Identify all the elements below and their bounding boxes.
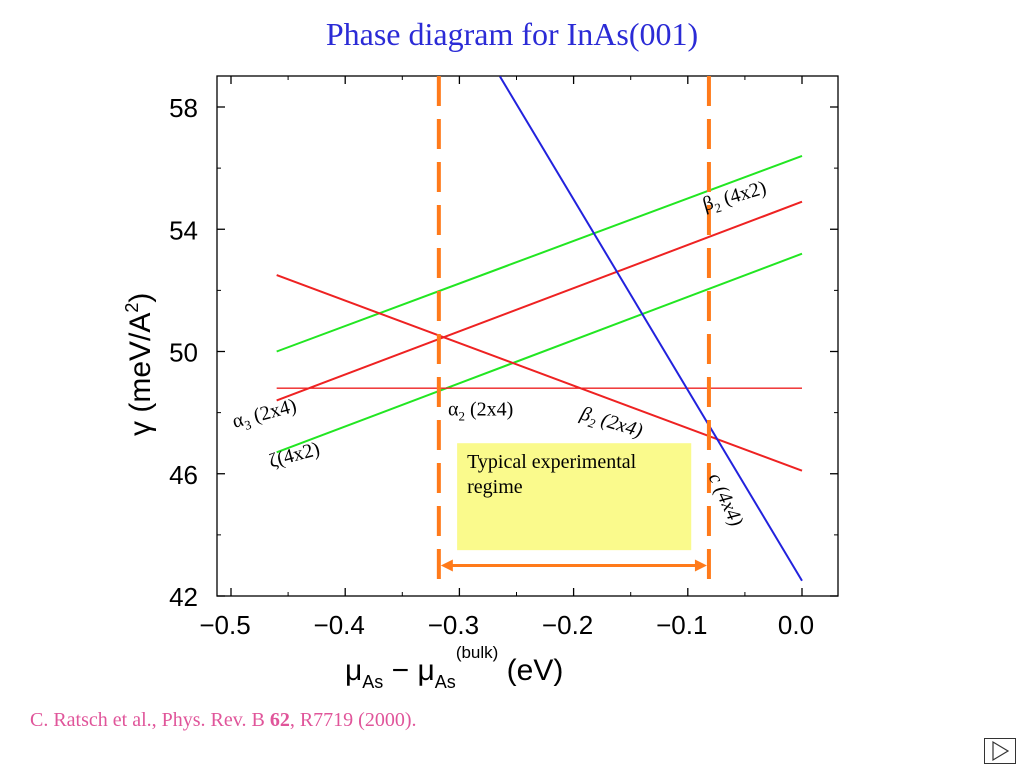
- red-series-line: [276, 274, 803, 472]
- regime-arrow-head-right: [694, 559, 707, 572]
- green-series-line: [276, 154, 803, 353]
- regime-label-line2: regime: [467, 476, 523, 498]
- x-tick-label: −0.2: [542, 610, 593, 640]
- regime-label-line1: Typical experimental: [467, 451, 637, 473]
- x-tick-label: −0.3: [428, 610, 479, 640]
- y-tick-label: 46: [169, 460, 198, 490]
- regime-arrow-head-left: [440, 559, 453, 572]
- red-series-line: [276, 200, 803, 402]
- blue-series-line: [499, 76, 803, 582]
- citation: C. Ratsch et al., Phys. Rev. B 62, R7719…: [30, 709, 416, 732]
- next-slide-button[interactable]: [984, 738, 1016, 764]
- y-tick-label: 58: [169, 93, 198, 123]
- y-tick-label: 42: [169, 582, 198, 612]
- x-tick-label: −0.1: [656, 610, 707, 640]
- phase-diagram-chart: −0.5 −0.4 −0.3 −0.2 −0.1 0.0 58 54 50 46 42 Typica…: [122, 75, 839, 692]
- axis-ticks-group: −0.5 −0.4 −0.3 −0.2 −0.1 0.0 58 54 50 46 42: [169, 76, 838, 640]
- slide-title: Phase diagram for InAs(001): [325, 16, 699, 52]
- regime-box: [457, 443, 692, 551]
- series-group: [276, 76, 803, 582]
- phase-label: α3 (2x4): [230, 395, 300, 436]
- y-axis-label: γ (meV/A2): [122, 293, 157, 436]
- y-tick-label: 54: [169, 215, 198, 245]
- green-series-line: [276, 252, 803, 454]
- phase-label: ζ(4x2): [267, 438, 323, 473]
- phase-label: α2 (2x4): [448, 399, 513, 424]
- play-forward-icon: [992, 740, 1010, 762]
- x-tick-label: 0.0: [778, 610, 814, 640]
- regime-annotation-group: Typical experimental regime: [440, 443, 707, 572]
- citation-suffix: , R7719 (2000).: [289, 709, 417, 731]
- citation-prefix: C. Ratsch et al., Phys. Rev. B: [30, 709, 270, 731]
- plot-frame-group: [216, 75, 839, 597]
- plot-frame: [216, 75, 839, 597]
- citation-volume: 62: [269, 709, 290, 731]
- x-tick-label: −0.5: [199, 610, 250, 640]
- x-axis-label: μAs − μAs(bulk) (eV): [345, 643, 563, 692]
- x-tick-label: −0.4: [314, 610, 365, 640]
- axis-labels-group: μAs − μAs(bulk) (eV) γ (meV/A2): [122, 293, 563, 692]
- y-tick-label: 50: [169, 338, 198, 368]
